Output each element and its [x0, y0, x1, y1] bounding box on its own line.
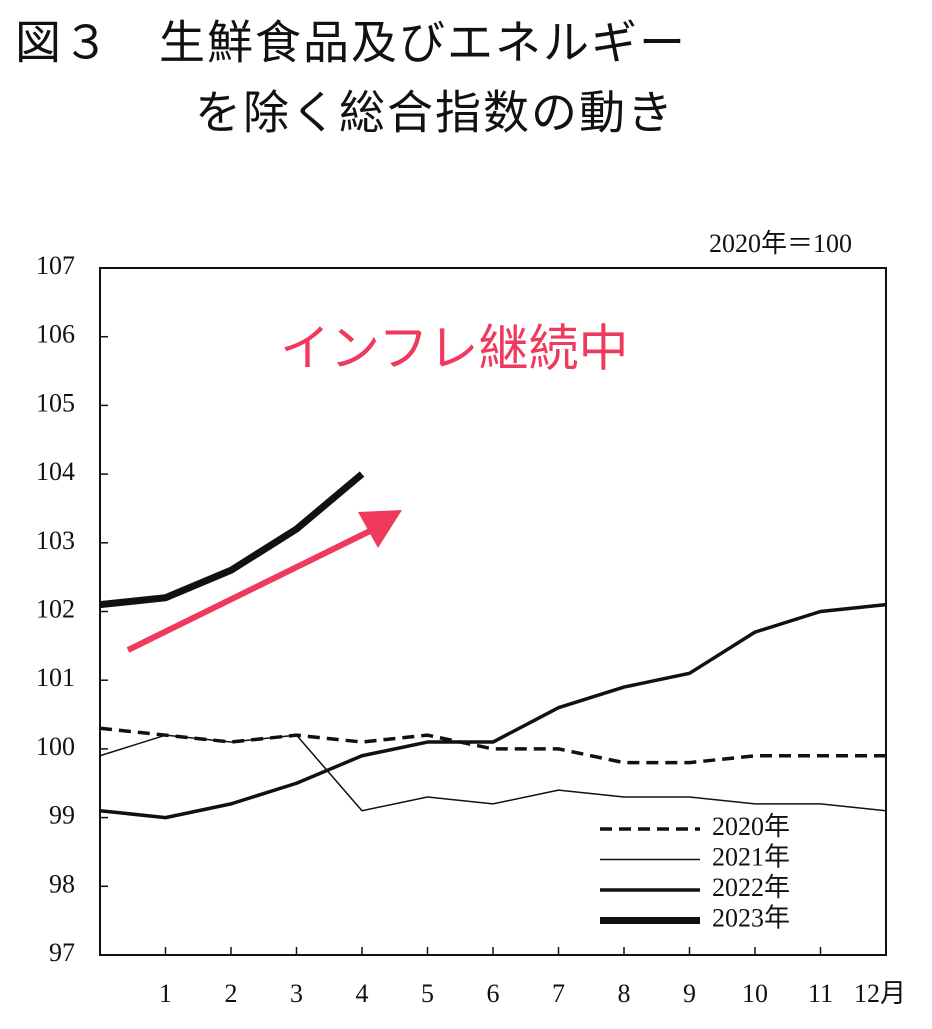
x-tick-label: 6	[487, 979, 500, 1008]
unit-note: 2020年＝100	[709, 229, 852, 258]
x-tick-label: 8	[618, 979, 631, 1008]
chart-title: 図３ 生鮮食品及びエネルギー	[15, 18, 687, 69]
x-tick-label: 10	[742, 979, 768, 1008]
x-tick-label: 7	[552, 979, 565, 1008]
y-tick-label: 104	[36, 457, 75, 486]
x-tick-label: 11	[808, 979, 833, 1008]
y-tick-label: 99	[49, 801, 75, 830]
y-tick-label: 100	[36, 732, 75, 761]
series-line	[99, 471, 365, 609]
series-line	[99, 602, 887, 820]
x-tick-label: 1	[159, 979, 172, 1008]
y-tick-label: 103	[36, 526, 75, 555]
series-line	[99, 734, 887, 812]
x-tick-label: 2	[225, 979, 238, 1008]
y-tick-label: 105	[36, 388, 75, 417]
x-tick-label: 5	[421, 979, 434, 1008]
y-tick-label: 107	[36, 251, 75, 280]
legend-label: 2022年	[712, 873, 790, 902]
series-line	[99, 726, 886, 765]
legend-label: 2020年	[712, 812, 790, 841]
arrow-shaft	[126, 527, 374, 653]
y-tick-label: 97	[49, 938, 75, 967]
legend-label: 2023年	[712, 903, 790, 932]
y-tick-label: 101	[36, 663, 75, 692]
legend-label: 2021年	[712, 842, 790, 871]
x-tick-label: 12月	[854, 979, 906, 1008]
arrow-head	[358, 510, 402, 548]
chart-title: を除く総合指数の動き	[195, 88, 675, 139]
x-tick-label: 9	[683, 979, 696, 1008]
annotation: インフレ継続中	[280, 320, 629, 378]
y-tick-label: 98	[49, 869, 75, 898]
y-tick-label: 102	[36, 594, 75, 623]
x-tick-label: 3	[290, 979, 303, 1008]
arrow	[126, 510, 402, 653]
x-tick-label: 4	[356, 979, 369, 1008]
y-tick-label: 106	[36, 320, 75, 349]
